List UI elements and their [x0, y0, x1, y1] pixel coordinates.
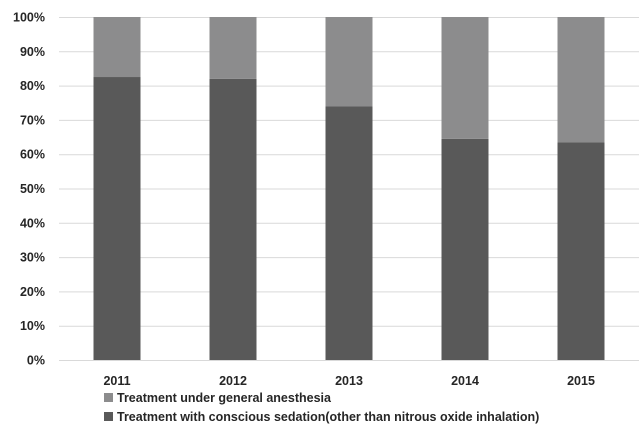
y-tick-label: 60% [20, 148, 45, 162]
legend-swatch [104, 412, 113, 421]
legend-label: Treatment with conscious sedation(other … [117, 410, 539, 424]
bar-conscious-sedation-2011 [93, 77, 141, 361]
bar-general-anesthesia-2013 [325, 17, 373, 107]
bar-conscious-sedation-2013 [325, 106, 373, 361]
x-tick-label: 2013 [335, 374, 363, 388]
bar-conscious-sedation-2012 [209, 78, 257, 361]
y-tick-label: 20% [20, 285, 45, 299]
legend: Treatment under general anesthesia Treatm… [104, 391, 539, 424]
bar-general-anesthesia-2014 [441, 17, 489, 139]
y-tick-label: 90% [20, 45, 45, 59]
y-tick-label: 70% [20, 113, 45, 127]
x-tick-label: 2011 [103, 374, 130, 388]
legend-label: Treatment under general anesthesia [117, 391, 332, 405]
bar-conscious-sedation-2015 [557, 142, 605, 360]
y-tick-label: 50% [20, 182, 45, 196]
y-tick-label: 30% [20, 251, 45, 265]
x-tick-label: 2014 [451, 374, 479, 388]
y-tick-label: 0% [27, 354, 45, 368]
bar-general-anesthesia-2011 [93, 17, 141, 78]
y-tick-label: 100% [13, 11, 45, 25]
y-tick-label: 80% [20, 79, 45, 93]
bars [93, 17, 605, 361]
legend-swatch [104, 393, 113, 402]
bar-conscious-sedation-2014 [441, 138, 489, 360]
x-axis-ticks: 2011 2012 2013 2014 2015 [103, 374, 595, 388]
bar-general-anesthesia-2015 [557, 17, 605, 143]
y-axis-ticks: 0% 10% 20% 30% 40% 50% 60% 70% 80% 90% 100% [13, 11, 45, 368]
bar-general-anesthesia-2012 [209, 17, 257, 79]
x-tick-label: 2015 [567, 374, 595, 388]
y-tick-label: 10% [20, 319, 45, 333]
y-tick-label: 40% [20, 216, 45, 230]
x-tick-label: 2012 [219, 374, 247, 388]
